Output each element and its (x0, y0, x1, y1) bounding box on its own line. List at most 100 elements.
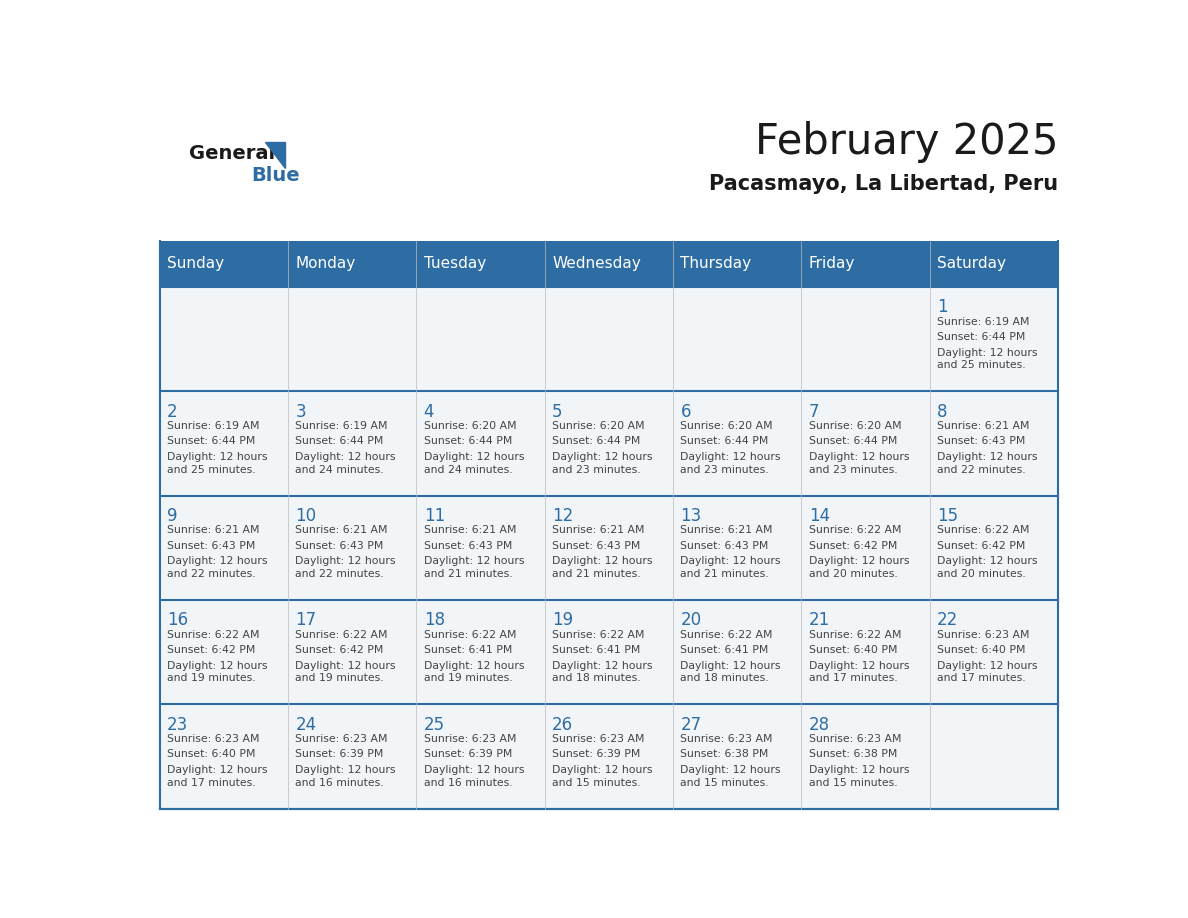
Text: Sunset: 6:41 PM: Sunset: 6:41 PM (552, 645, 640, 655)
Text: 1: 1 (937, 298, 948, 316)
Polygon shape (265, 142, 285, 168)
Bar (159, 391, 1059, 496)
Text: Friday: Friday (809, 256, 855, 272)
Text: Daylight: 12 hours
and 19 minutes.: Daylight: 12 hours and 19 minutes. (424, 661, 524, 684)
Text: Sunrise: 6:20 AM: Sunrise: 6:20 AM (681, 420, 773, 431)
Text: 26: 26 (552, 715, 573, 733)
Text: Daylight: 12 hours
and 18 minutes.: Daylight: 12 hours and 18 minutes. (552, 661, 652, 684)
Text: Sunrise: 6:23 AM: Sunrise: 6:23 AM (681, 733, 773, 744)
Text: Daylight: 12 hours
and 17 minutes.: Daylight: 12 hours and 17 minutes. (937, 661, 1037, 684)
Text: 5: 5 (552, 402, 563, 420)
Text: Sunrise: 6:19 AM: Sunrise: 6:19 AM (937, 317, 1030, 327)
Text: 22: 22 (937, 611, 959, 629)
Text: Daylight: 12 hours
and 16 minutes.: Daylight: 12 hours and 16 minutes. (424, 765, 524, 788)
Text: Daylight: 12 hours
and 19 minutes.: Daylight: 12 hours and 19 minutes. (166, 661, 267, 684)
Text: Daylight: 12 hours
and 17 minutes.: Daylight: 12 hours and 17 minutes. (809, 661, 909, 684)
Text: Daylight: 12 hours
and 21 minutes.: Daylight: 12 hours and 21 minutes. (424, 556, 524, 579)
Bar (159, 704, 1059, 809)
Text: 21: 21 (809, 611, 830, 629)
Text: Sunset: 6:42 PM: Sunset: 6:42 PM (166, 645, 255, 655)
Text: 23: 23 (166, 715, 188, 733)
Text: Sunrise: 6:20 AM: Sunrise: 6:20 AM (424, 420, 517, 431)
Text: Daylight: 12 hours
and 17 minutes.: Daylight: 12 hours and 17 minutes. (166, 765, 267, 788)
Text: Daylight: 12 hours
and 16 minutes.: Daylight: 12 hours and 16 minutes. (296, 765, 396, 788)
Text: Sunrise: 6:22 AM: Sunrise: 6:22 AM (809, 630, 902, 640)
Text: Sunrise: 6:22 AM: Sunrise: 6:22 AM (296, 630, 387, 640)
Text: Sunrise: 6:21 AM: Sunrise: 6:21 AM (296, 525, 387, 535)
Text: Sunset: 6:44 PM: Sunset: 6:44 PM (809, 436, 897, 446)
Text: Daylight: 12 hours
and 23 minutes.: Daylight: 12 hours and 23 minutes. (681, 452, 781, 475)
Text: Daylight: 12 hours
and 20 minutes.: Daylight: 12 hours and 20 minutes. (937, 556, 1037, 579)
Text: Sunset: 6:43 PM: Sunset: 6:43 PM (681, 541, 769, 551)
Text: Daylight: 12 hours
and 23 minutes.: Daylight: 12 hours and 23 minutes. (809, 452, 909, 475)
Text: 4: 4 (424, 402, 434, 420)
Text: 10: 10 (296, 507, 316, 525)
Text: 13: 13 (681, 507, 702, 525)
Text: Sunset: 6:44 PM: Sunset: 6:44 PM (166, 436, 255, 446)
Bar (159, 286, 1059, 391)
Text: Sunrise: 6:22 AM: Sunrise: 6:22 AM (937, 525, 1030, 535)
Text: 19: 19 (552, 611, 573, 629)
Text: Sunset: 6:43 PM: Sunset: 6:43 PM (166, 541, 255, 551)
Text: Sunset: 6:42 PM: Sunset: 6:42 PM (937, 541, 1025, 551)
Text: Daylight: 12 hours
and 15 minutes.: Daylight: 12 hours and 15 minutes. (809, 765, 909, 788)
Text: Monday: Monday (296, 256, 355, 272)
Text: Sunset: 6:43 PM: Sunset: 6:43 PM (424, 541, 512, 551)
Text: Sunset: 6:40 PM: Sunset: 6:40 PM (809, 645, 897, 655)
Text: Sunrise: 6:21 AM: Sunrise: 6:21 AM (166, 525, 259, 535)
Text: Pacasmayo, La Libertad, Peru: Pacasmayo, La Libertad, Peru (709, 174, 1059, 195)
Text: Sunset: 6:44 PM: Sunset: 6:44 PM (552, 436, 640, 446)
Text: 9: 9 (166, 507, 177, 525)
Text: Sunday: Sunday (166, 256, 225, 272)
Text: 17: 17 (296, 611, 316, 629)
Text: Sunrise: 6:19 AM: Sunrise: 6:19 AM (166, 420, 259, 431)
Text: Sunset: 6:39 PM: Sunset: 6:39 PM (296, 749, 384, 759)
Text: 12: 12 (552, 507, 574, 525)
Text: Sunrise: 6:23 AM: Sunrise: 6:23 AM (424, 733, 516, 744)
Text: 11: 11 (424, 507, 446, 525)
Text: Sunrise: 6:23 AM: Sunrise: 6:23 AM (937, 630, 1030, 640)
Text: Daylight: 12 hours
and 21 minutes.: Daylight: 12 hours and 21 minutes. (552, 556, 652, 579)
Text: General: General (189, 144, 276, 163)
Text: Sunset: 6:44 PM: Sunset: 6:44 PM (296, 436, 384, 446)
Text: 2: 2 (166, 402, 177, 420)
Text: Daylight: 12 hours
and 23 minutes.: Daylight: 12 hours and 23 minutes. (552, 452, 652, 475)
Text: Daylight: 12 hours
and 25 minutes.: Daylight: 12 hours and 25 minutes. (937, 348, 1037, 371)
Text: Blue: Blue (252, 165, 301, 185)
Text: Sunrise: 6:22 AM: Sunrise: 6:22 AM (681, 630, 773, 640)
Text: Sunset: 6:43 PM: Sunset: 6:43 PM (937, 436, 1025, 446)
Text: 8: 8 (937, 402, 948, 420)
Text: Sunset: 6:44 PM: Sunset: 6:44 PM (937, 332, 1025, 342)
Text: Sunrise: 6:21 AM: Sunrise: 6:21 AM (424, 525, 516, 535)
Bar (159, 599, 1059, 704)
Text: Sunset: 6:43 PM: Sunset: 6:43 PM (296, 541, 384, 551)
Text: Sunrise: 6:19 AM: Sunrise: 6:19 AM (296, 420, 387, 431)
Text: Sunset: 6:40 PM: Sunset: 6:40 PM (166, 749, 255, 759)
Text: Thursday: Thursday (681, 256, 752, 272)
Text: February 2025: February 2025 (754, 121, 1059, 163)
Text: 7: 7 (809, 402, 820, 420)
Text: 3: 3 (296, 402, 307, 420)
Text: Sunset: 6:44 PM: Sunset: 6:44 PM (681, 436, 769, 446)
Text: Daylight: 12 hours
and 24 minutes.: Daylight: 12 hours and 24 minutes. (296, 452, 396, 475)
Text: Sunset: 6:42 PM: Sunset: 6:42 PM (809, 541, 897, 551)
Text: Daylight: 12 hours
and 22 minutes.: Daylight: 12 hours and 22 minutes. (166, 556, 267, 579)
Text: Sunrise: 6:22 AM: Sunrise: 6:22 AM (552, 630, 645, 640)
Text: Daylight: 12 hours
and 22 minutes.: Daylight: 12 hours and 22 minutes. (937, 452, 1037, 475)
Text: Sunset: 6:38 PM: Sunset: 6:38 PM (681, 749, 769, 759)
Text: Sunrise: 6:23 AM: Sunrise: 6:23 AM (809, 733, 902, 744)
Text: Sunset: 6:43 PM: Sunset: 6:43 PM (552, 541, 640, 551)
Text: Sunrise: 6:23 AM: Sunrise: 6:23 AM (552, 733, 645, 744)
Text: Sunset: 6:42 PM: Sunset: 6:42 PM (296, 645, 384, 655)
Text: Sunset: 6:41 PM: Sunset: 6:41 PM (424, 645, 512, 655)
Text: Daylight: 12 hours
and 24 minutes.: Daylight: 12 hours and 24 minutes. (424, 452, 524, 475)
Text: 25: 25 (424, 715, 444, 733)
Text: Sunrise: 6:20 AM: Sunrise: 6:20 AM (809, 420, 902, 431)
Text: Sunrise: 6:23 AM: Sunrise: 6:23 AM (296, 733, 387, 744)
Text: 27: 27 (681, 715, 702, 733)
Bar (159, 496, 1059, 599)
Text: Sunrise: 6:21 AM: Sunrise: 6:21 AM (681, 525, 773, 535)
Bar (159, 241, 1059, 286)
Text: Daylight: 12 hours
and 15 minutes.: Daylight: 12 hours and 15 minutes. (552, 765, 652, 788)
Text: 20: 20 (681, 611, 702, 629)
